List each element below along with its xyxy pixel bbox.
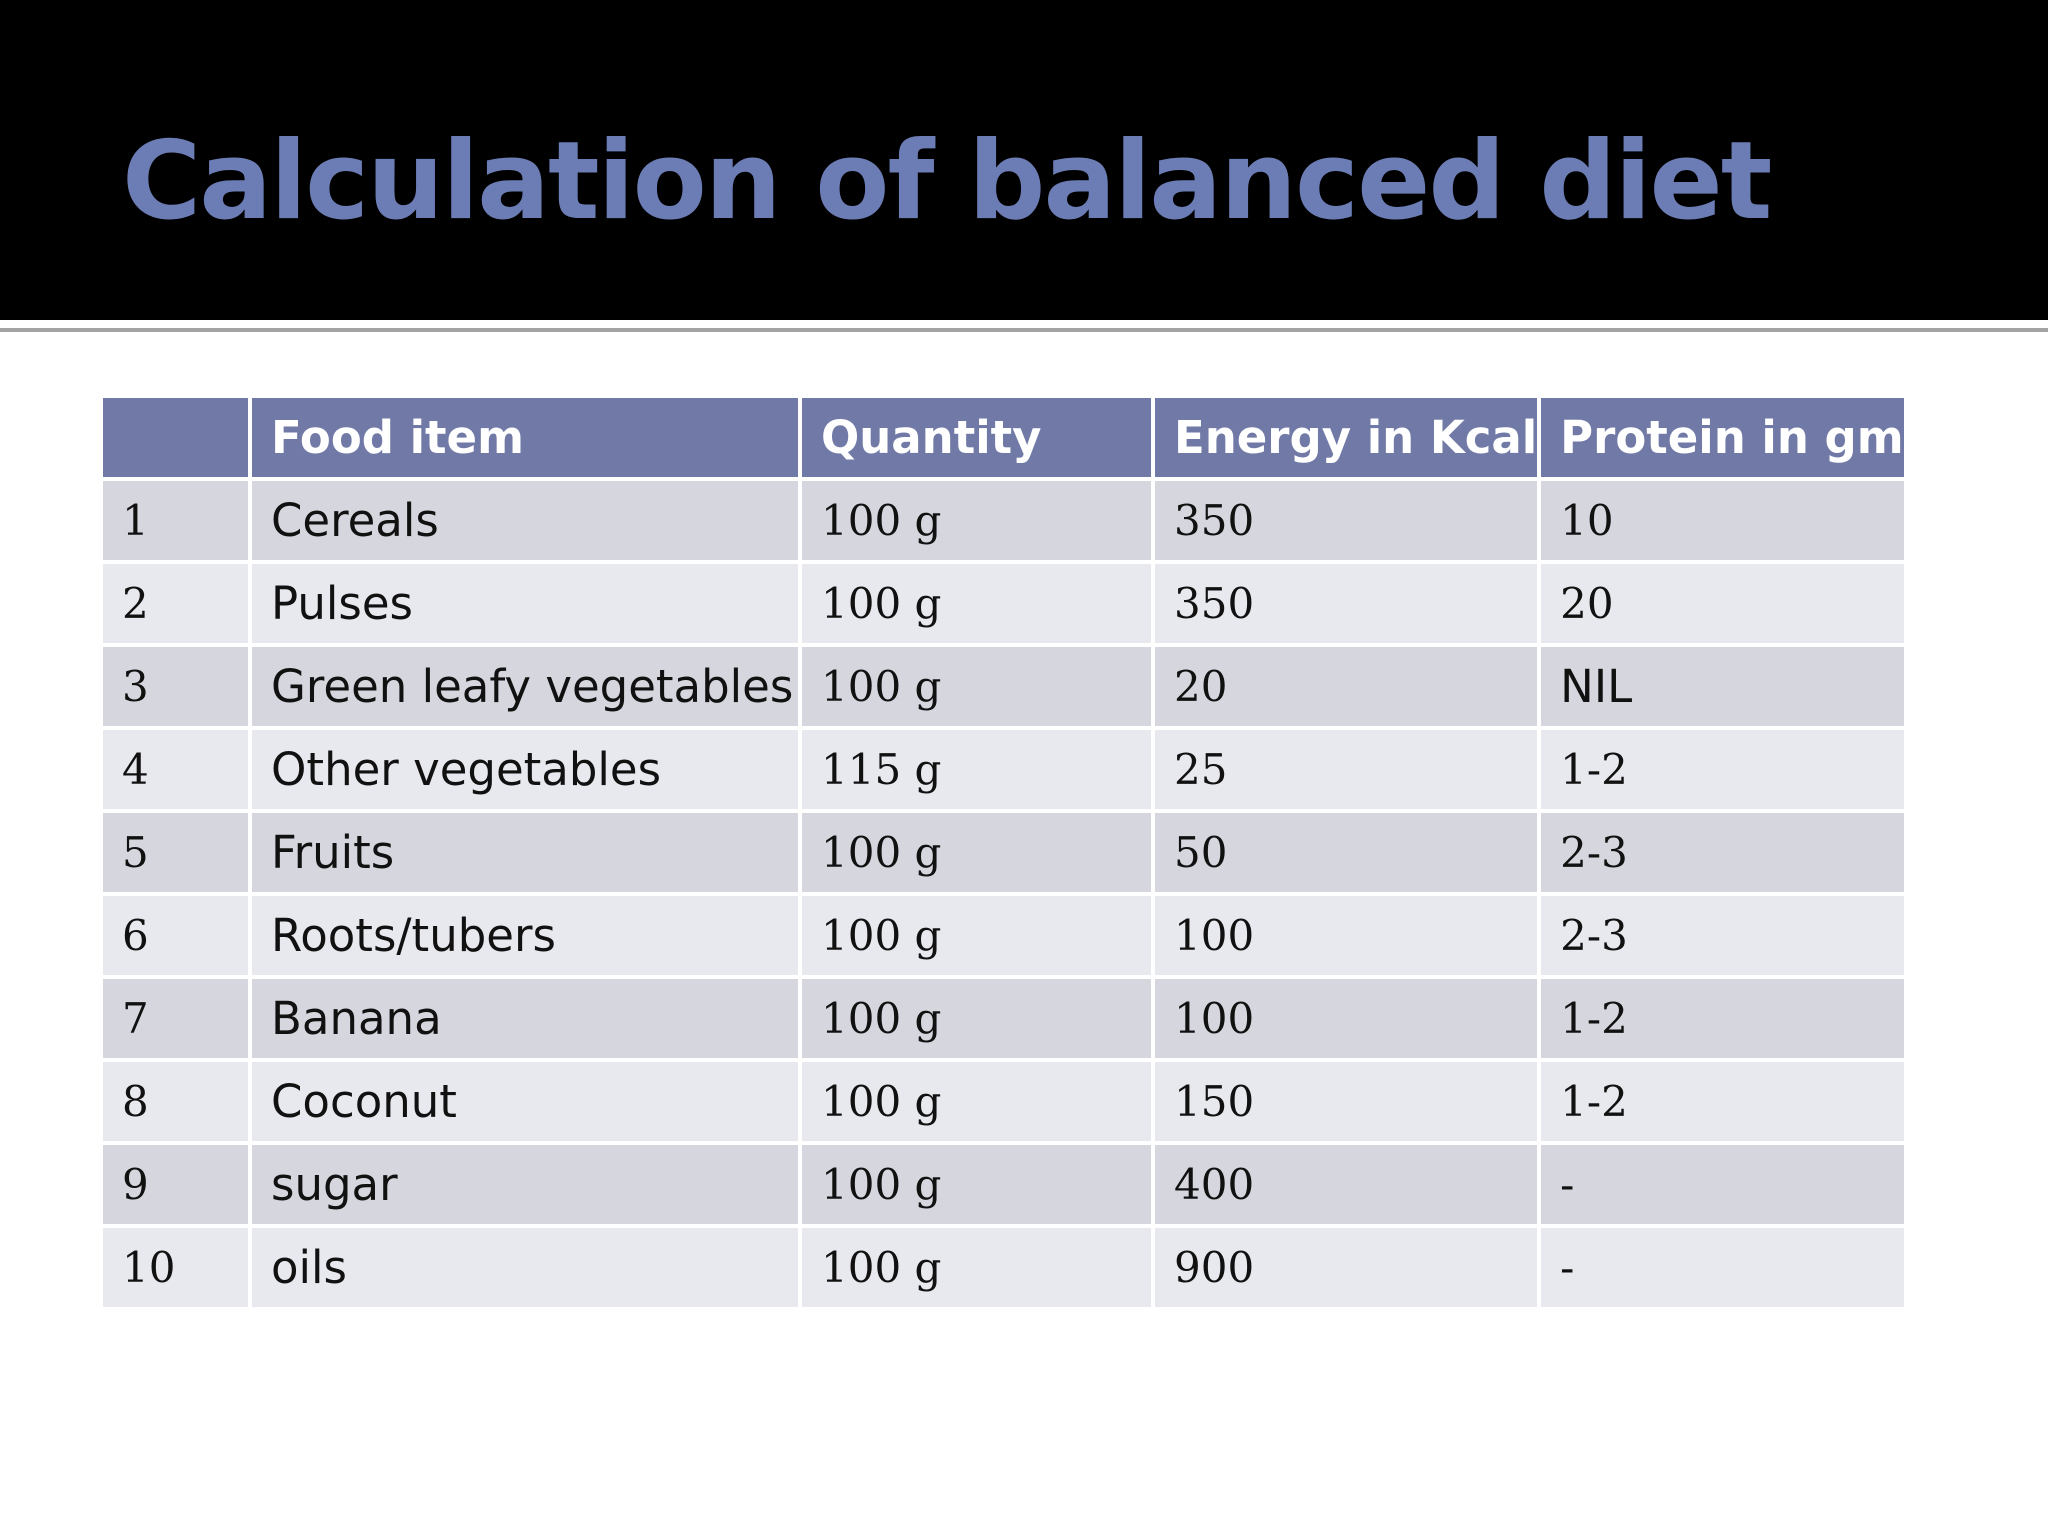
title-bar: Calculation of balanced diet	[0, 0, 2048, 320]
quantity: 100 g	[802, 1062, 1151, 1141]
table-row: 7 Banana 100 g 100 1-2	[103, 979, 1904, 1058]
protein-gm: 1-2	[1541, 1062, 1904, 1141]
protein-gm: -	[1541, 1228, 1904, 1307]
food-item: sugar	[252, 1145, 798, 1224]
energy-kcal: 100	[1155, 979, 1538, 1058]
table-row: 1 Cereals 100 g 350 10	[103, 481, 1904, 560]
quantity: 100 g	[802, 896, 1151, 975]
protein-gm: 10	[1541, 481, 1904, 560]
protein-gm: 2-3	[1541, 813, 1904, 892]
title-gap	[0, 320, 2048, 326]
food-item: oils	[252, 1228, 798, 1307]
table-header-row: Food item Quantity Energy in Kcal Protei…	[103, 398, 1904, 477]
quantity: 100 g	[802, 564, 1151, 643]
row-index: 3	[103, 647, 248, 726]
energy-kcal: 100	[1155, 896, 1538, 975]
quantity: 100 g	[802, 647, 1151, 726]
energy-kcal: 25	[1155, 730, 1538, 809]
row-index: 9	[103, 1145, 248, 1224]
protein-gm: 20	[1541, 564, 1904, 643]
header-quantity: Quantity	[802, 398, 1151, 477]
row-index: 4	[103, 730, 248, 809]
protein-gm: 2-3	[1541, 896, 1904, 975]
protein-gm: NIL	[1541, 647, 1904, 726]
header-energy: Energy in Kcal	[1155, 398, 1538, 477]
energy-kcal: 350	[1155, 564, 1538, 643]
quantity: 100 g	[802, 979, 1151, 1058]
quantity: 100 g	[802, 813, 1151, 892]
protein-gm: 1-2	[1541, 730, 1904, 809]
row-index: 6	[103, 896, 248, 975]
row-index: 1	[103, 481, 248, 560]
header-index	[103, 398, 248, 477]
table-row: 3 Green leafy vegetables 100 g 20 NIL	[103, 647, 1904, 726]
table-row: 4 Other vegetables 115 g 25 1-2	[103, 730, 1904, 809]
table-row: 9 sugar 100 g 400 -	[103, 1145, 1904, 1224]
protein-gm: -	[1541, 1145, 1904, 1224]
food-item: Coconut	[252, 1062, 798, 1141]
header-protein: Protein in gm	[1541, 398, 1904, 477]
diet-table: Food item Quantity Energy in Kcal Protei…	[99, 394, 1908, 1311]
food-item: Other vegetables	[252, 730, 798, 809]
food-item: Pulses	[252, 564, 798, 643]
table-row: 2 Pulses 100 g 350 20	[103, 564, 1904, 643]
protein-gm: 1-2	[1541, 979, 1904, 1058]
food-item: Roots/tubers	[252, 896, 798, 975]
table-row: 10 oils 100 g 900 -	[103, 1228, 1904, 1307]
table-row: 6 Roots/tubers 100 g 100 2-3	[103, 896, 1904, 975]
energy-kcal: 900	[1155, 1228, 1538, 1307]
row-index: 2	[103, 564, 248, 643]
table-row: 5 Fruits 100 g 50 2-3	[103, 813, 1904, 892]
quantity: 100 g	[802, 1145, 1151, 1224]
row-index: 10	[103, 1228, 248, 1307]
title-divider	[0, 328, 2048, 332]
slide-title: Calculation of balanced diet	[122, 119, 1772, 244]
energy-kcal: 150	[1155, 1062, 1538, 1141]
energy-kcal: 20	[1155, 647, 1538, 726]
energy-kcal: 350	[1155, 481, 1538, 560]
row-index: 8	[103, 1062, 248, 1141]
food-item: Fruits	[252, 813, 798, 892]
food-item: Banana	[252, 979, 798, 1058]
quantity: 100 g	[802, 481, 1151, 560]
table-row: 8 Coconut 100 g 150 1-2	[103, 1062, 1904, 1141]
row-index: 7	[103, 979, 248, 1058]
food-item: Cereals	[252, 481, 798, 560]
quantity: 100 g	[802, 1228, 1151, 1307]
quantity: 115 g	[802, 730, 1151, 809]
energy-kcal: 50	[1155, 813, 1538, 892]
food-item: Green leafy vegetables	[252, 647, 798, 726]
header-food-item: Food item	[252, 398, 798, 477]
row-index: 5	[103, 813, 248, 892]
energy-kcal: 400	[1155, 1145, 1538, 1224]
